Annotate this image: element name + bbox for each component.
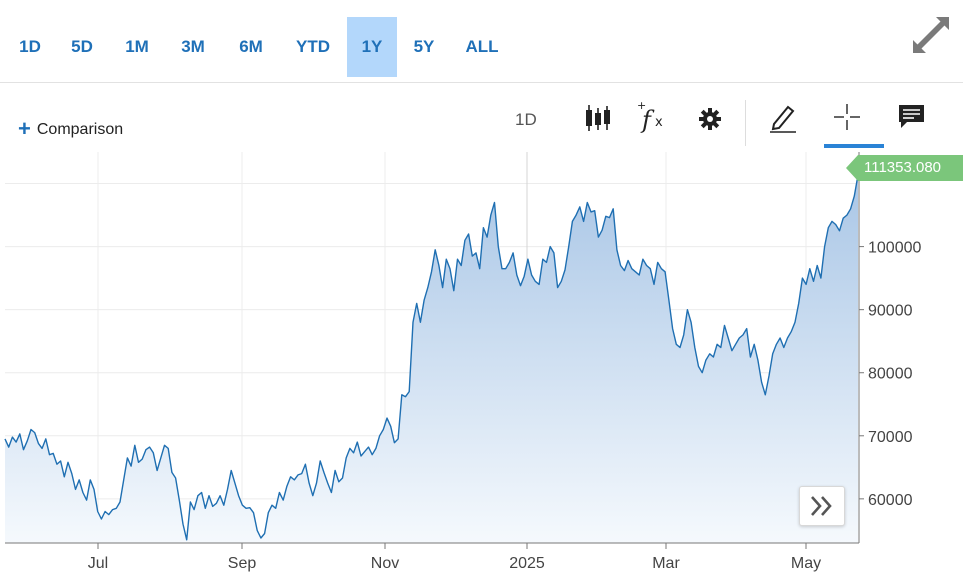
toolbar-divider [745, 100, 746, 146]
y-tick-label: 90000 [868, 303, 913, 320]
x-tick-label: May [791, 555, 821, 572]
plus-icon: + [18, 116, 31, 141]
x-tick-label: 2025 [509, 555, 545, 572]
range-button-1d[interactable]: 1D [19, 37, 41, 56]
scroll-forward-icon [811, 496, 832, 516]
y-tick-label: 70000 [868, 429, 913, 446]
range-button-ytd[interactable]: YTD [296, 37, 330, 56]
comment-icon[interactable] [898, 104, 925, 129]
x-tick-label: Jul [88, 555, 108, 572]
comparison-button[interactable]: + Comparison [18, 116, 123, 142]
price-tag-shape [846, 155, 963, 181]
svg-text:x: x [655, 115, 663, 130]
svg-text:+: + [637, 100, 646, 112]
range-button-5y[interactable]: 5Y [413, 37, 435, 56]
range-button-1y[interactable]: 1Y [347, 17, 397, 77]
range-button-5d[interactable]: 5D [71, 37, 93, 56]
crosshair-active-indicator [824, 144, 884, 148]
scroll-forward-button[interactable] [799, 486, 845, 526]
last-price-tag: 111353.080 [846, 155, 963, 181]
range-button-1m[interactable]: 1M [125, 37, 149, 56]
comparison-label: Comparison [36, 121, 124, 138]
range-selector-bar: 1D 5D 1M 3M 6M YTD 1Y 5Y ALL [0, 0, 963, 83]
crosshair-icon[interactable] [833, 103, 861, 131]
range-button-3m[interactable]: 3M [181, 37, 205, 56]
range-button-6m[interactable]: 6M [239, 37, 263, 56]
x-tick-label: Sep [228, 555, 257, 572]
x-tick-label: Mar [652, 555, 680, 572]
svg-text:f: f [640, 106, 655, 134]
range-button-all[interactable]: ALL [465, 37, 499, 56]
y-tick-label: 60000 [868, 492, 913, 509]
interval-selector[interactable]: 1D [515, 110, 537, 129]
price-chart[interactable]: Jul Sep Nov 2025 Mar May 60000 70000 80000 90000 1… [0, 150, 963, 582]
series-area [5, 175, 858, 543]
draw-pencil-icon[interactable] [768, 101, 798, 133]
series-line [4, 174, 859, 541]
y-tick-label: 80000 [868, 366, 913, 383]
expand-icon[interactable] [910, 14, 952, 56]
settings-gear-icon[interactable] [698, 107, 722, 131]
last-price-value: 111353.080 [864, 159, 942, 176]
y-tick-label: 100000 [868, 240, 921, 257]
candlestick-icon[interactable] [582, 102, 614, 134]
x-tick-label: Nov [371, 555, 399, 572]
indicators-fx-icon[interactable]: + f x [636, 100, 670, 136]
